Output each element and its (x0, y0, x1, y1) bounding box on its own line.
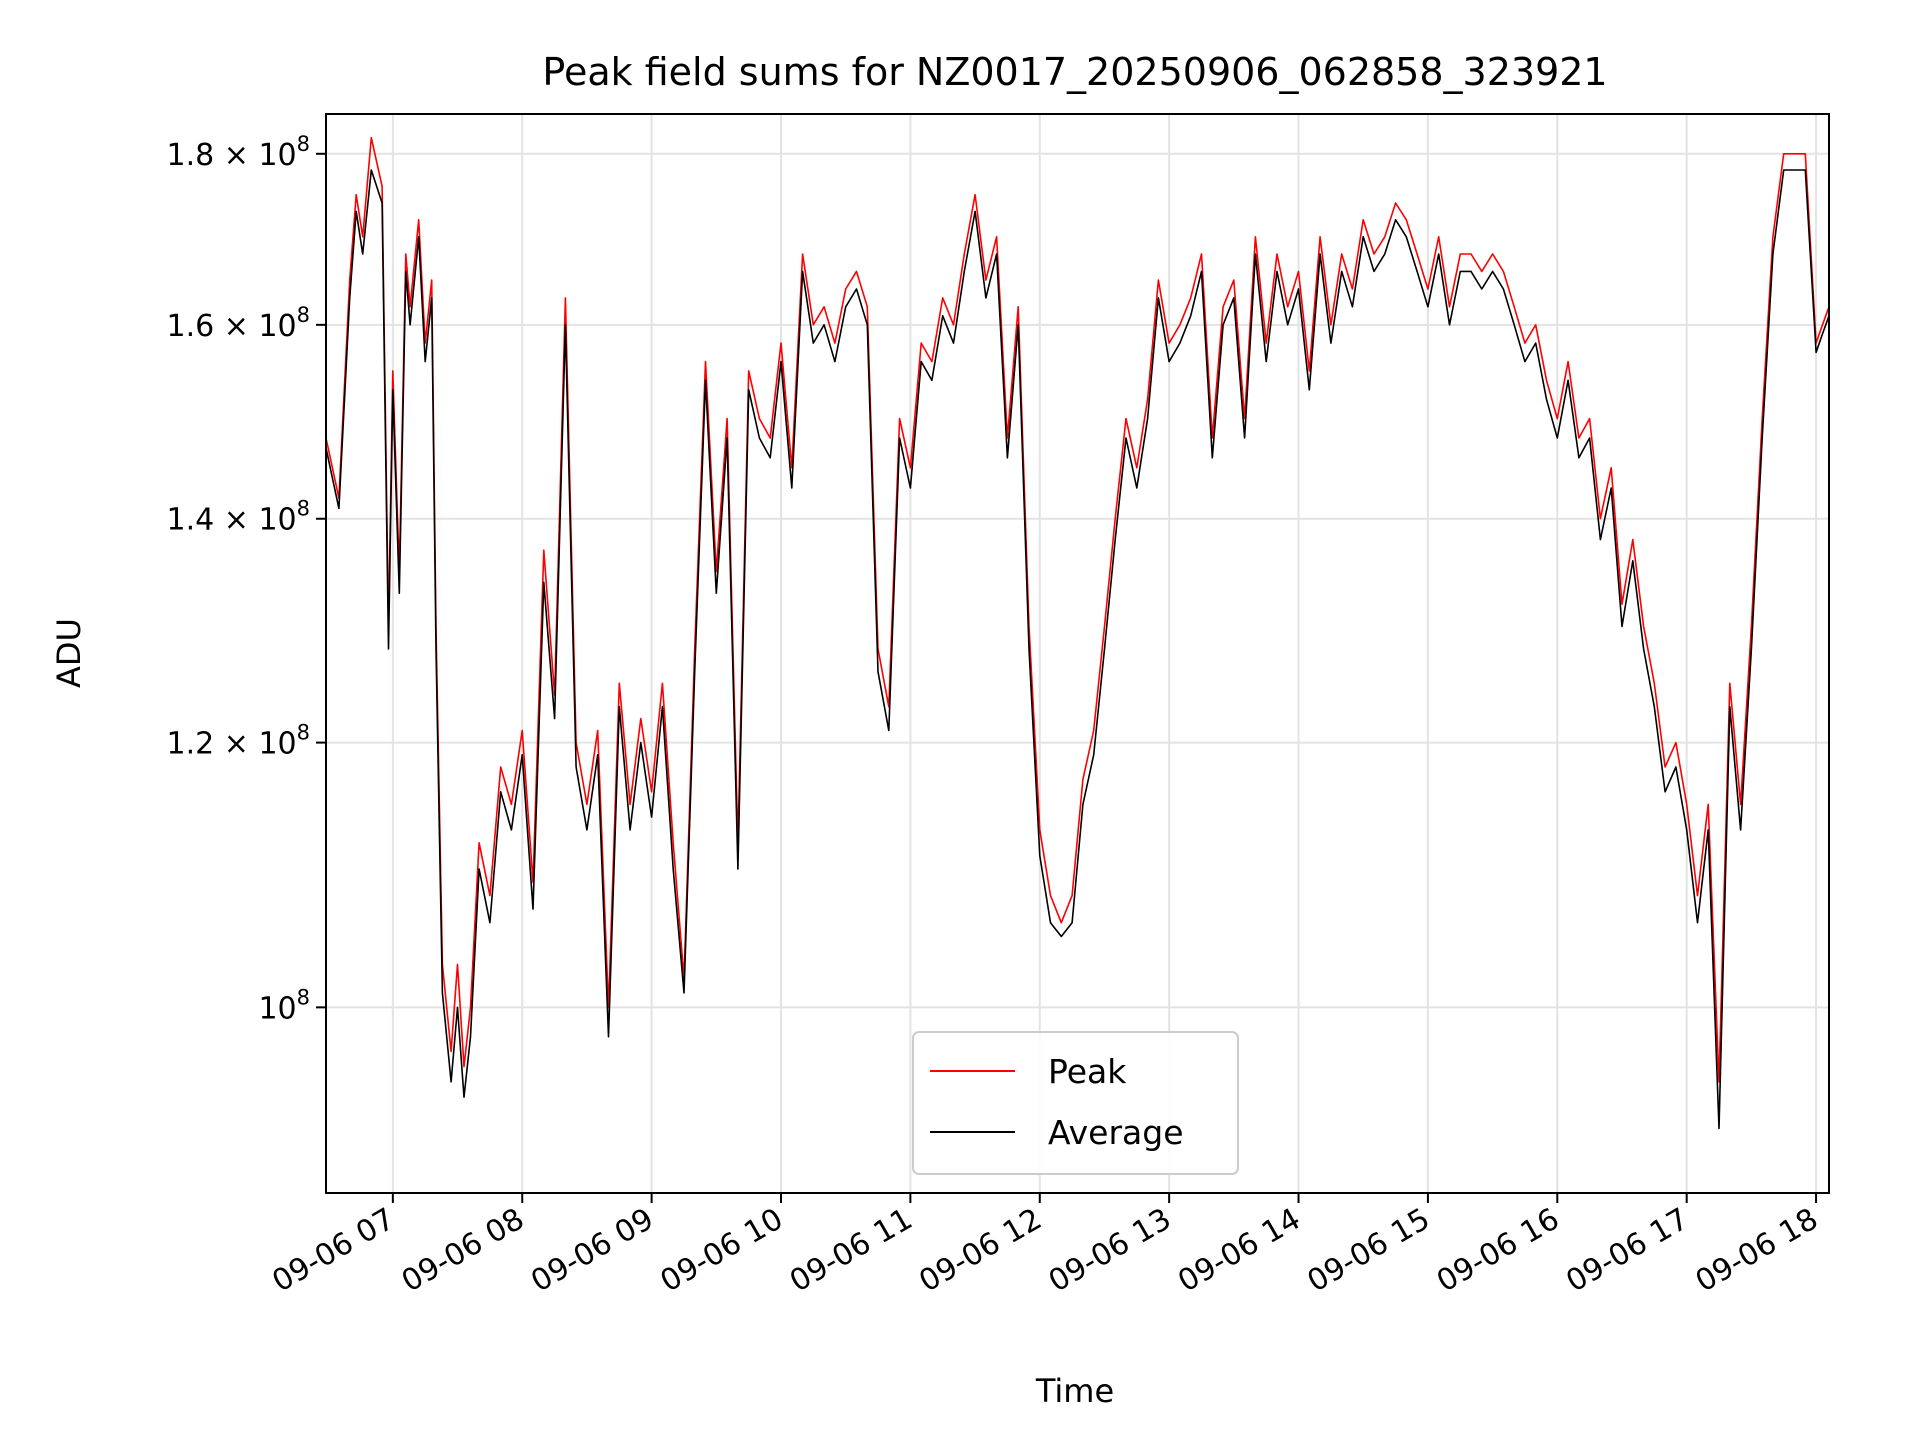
legend-label-peak: Peak (1048, 1052, 1127, 1091)
legend-label-average: Average (1048, 1113, 1184, 1152)
y-tick-label: 1.2 × 108 (167, 721, 310, 762)
chart-title: Peak field sums for NZ0017_20250906_0628… (542, 50, 1607, 94)
series-line-average (325, 169, 1830, 1130)
legend-box (912, 1031, 1239, 1175)
y-tick-label: 108 (258, 985, 310, 1026)
series-line-peak (325, 136, 1830, 1083)
plot-frame (325, 113, 1830, 1194)
x-axis-label: Time (1035, 1372, 1114, 1410)
y-tick-label: 1.6 × 108 (167, 303, 310, 344)
y-tick-label: 1.4 × 108 (167, 497, 310, 538)
plot-lines (325, 136, 1830, 1130)
legend: Peak Average (912, 1031, 1239, 1175)
y-axis: 108 1.2 × 108 1.4 × 108 1.6 × 108 1.8 × 108 (167, 132, 326, 1026)
y-tick-label: 1.8 × 108 (167, 132, 310, 173)
grid (326, 114, 1829, 1193)
y-axis-label: ADU (50, 618, 88, 688)
